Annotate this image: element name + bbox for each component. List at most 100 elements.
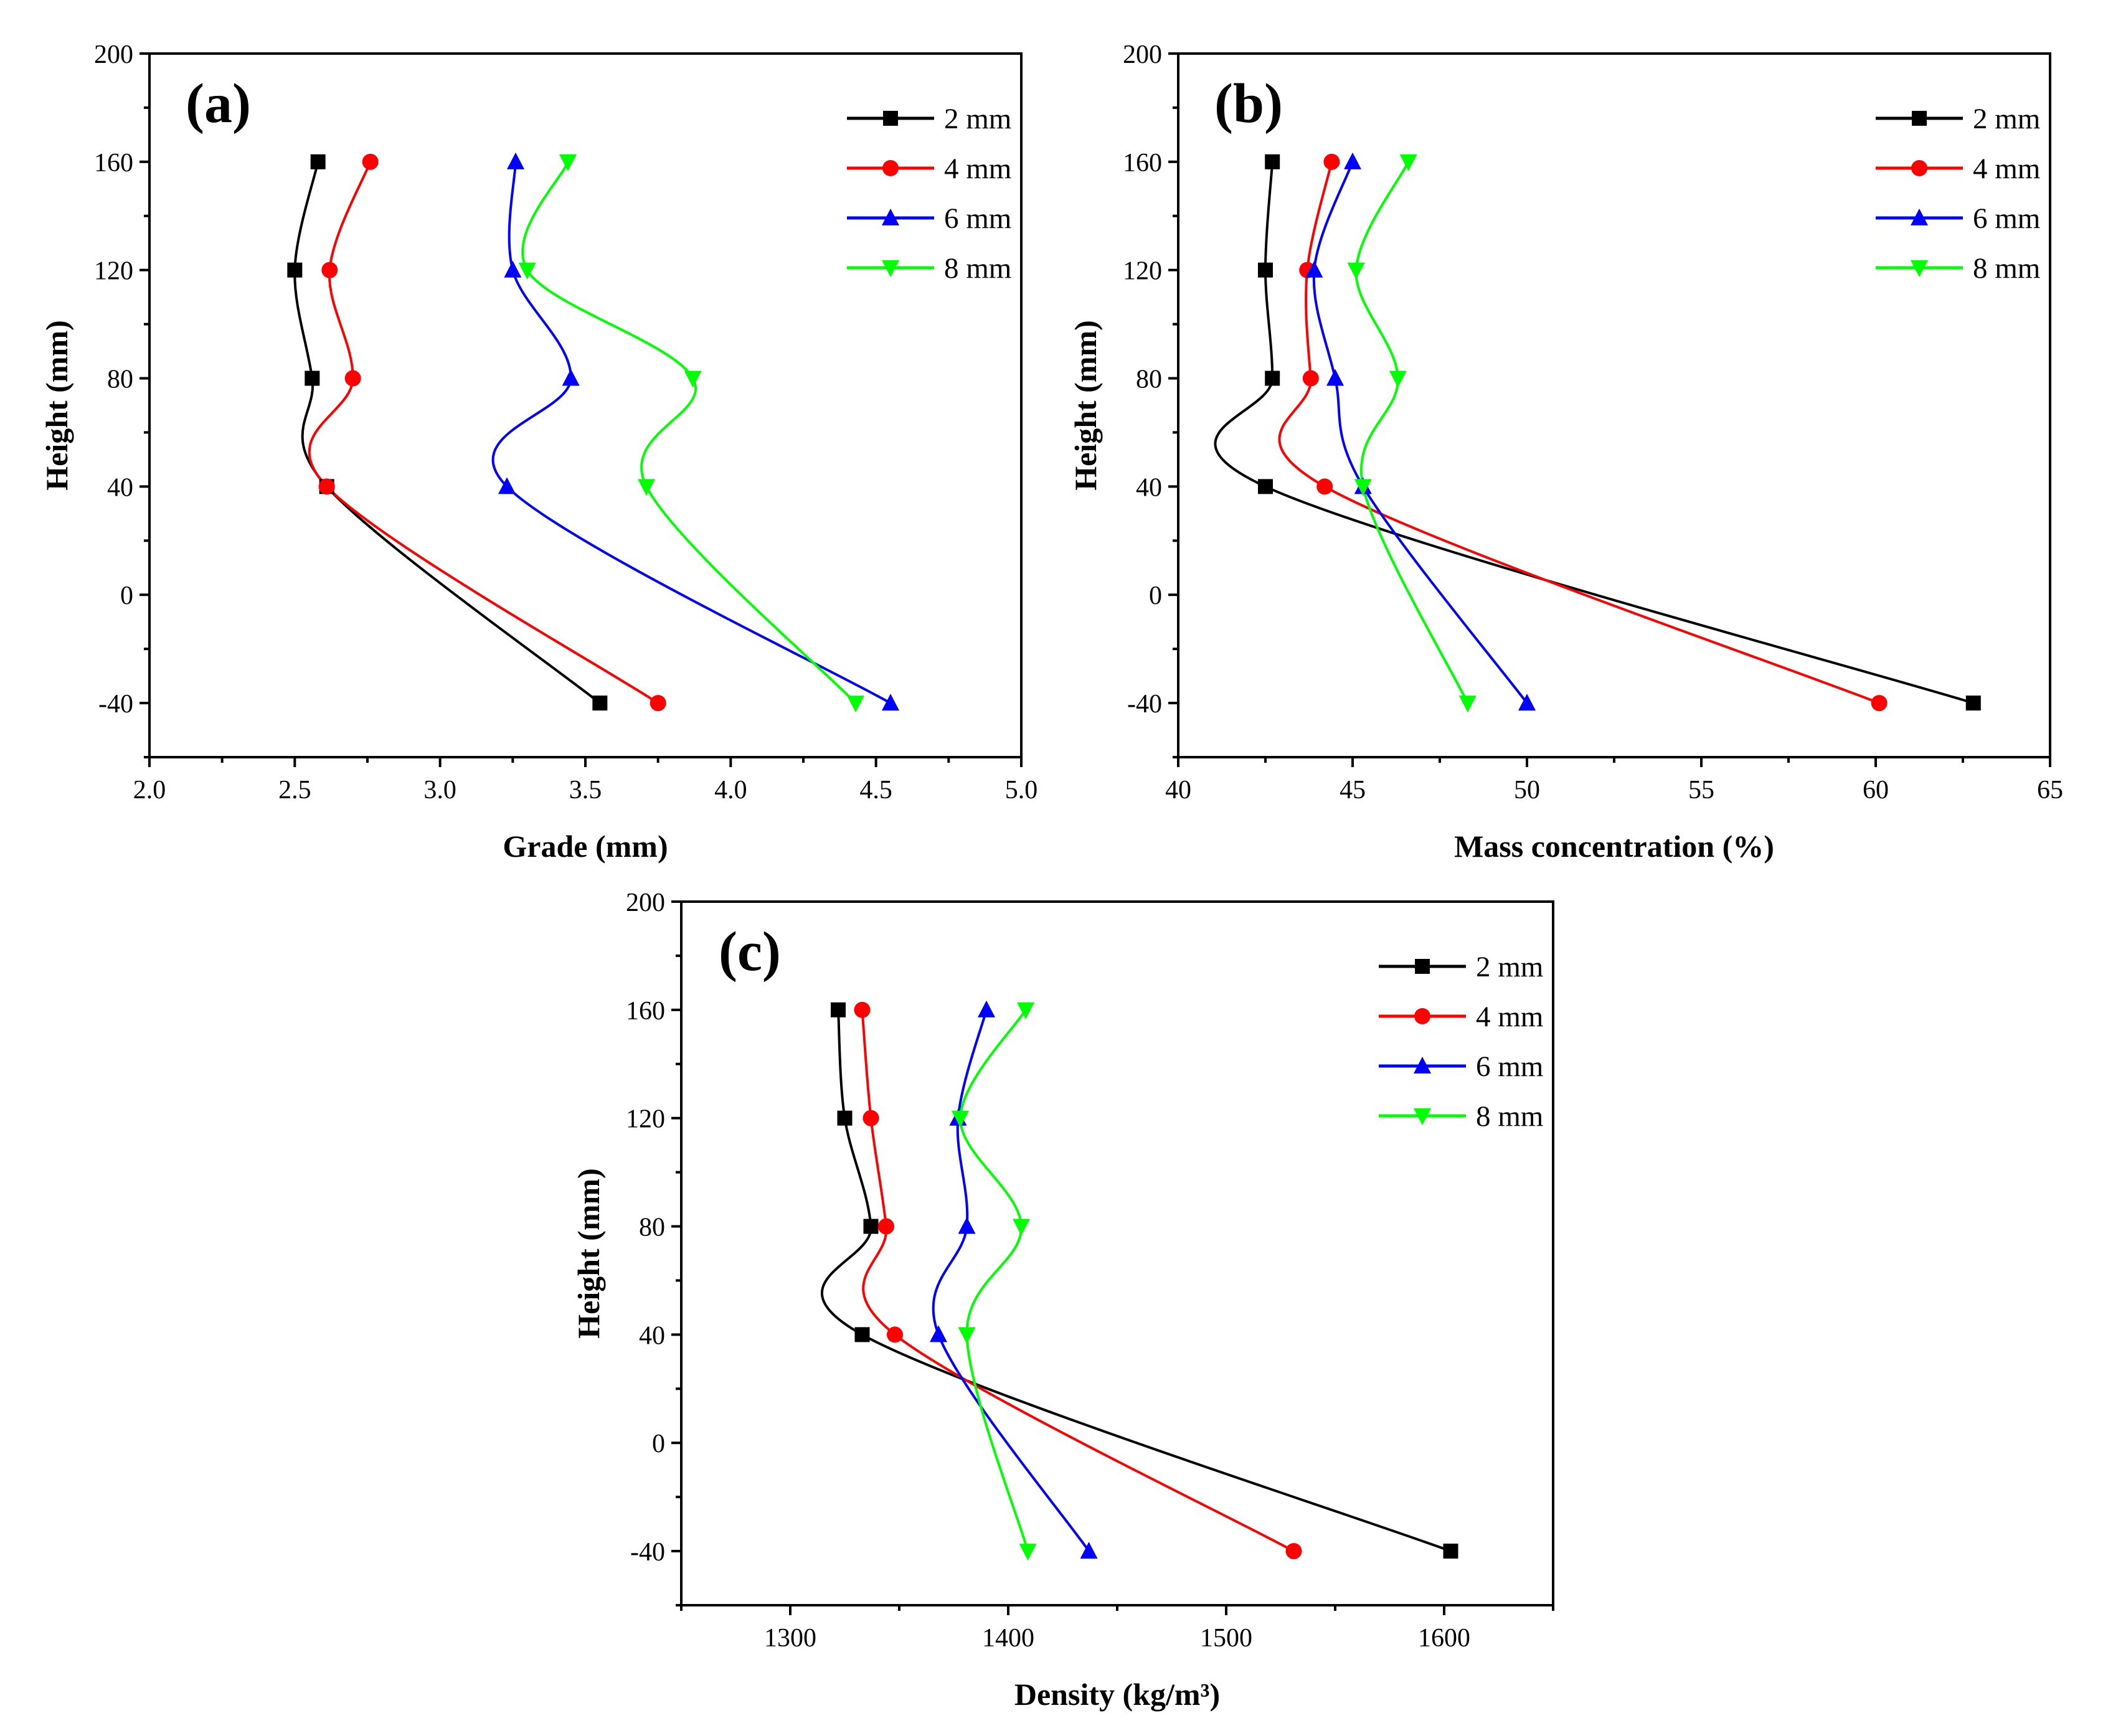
legend-marker: [1414, 1108, 1431, 1125]
series-curve: [1278, 161, 1880, 704]
data-point: [1258, 479, 1273, 494]
y-axis-label: Height (mm): [571, 1168, 606, 1339]
data-point: [1347, 262, 1365, 280]
data-point: [592, 696, 608, 711]
plot-frame: [148, 52, 1023, 758]
data-point: [1323, 153, 1340, 170]
y-tick-label: -40: [630, 1538, 665, 1567]
data-point: [1013, 1219, 1030, 1236]
legend-marker: [1912, 111, 1927, 126]
data-point: [318, 478, 335, 495]
legend: 2 mm 4 mm 6 mm 8 mm: [1379, 951, 1543, 1133]
series-curve: [521, 161, 857, 704]
legend-label: 6 mm: [1973, 202, 2040, 235]
data-point: [362, 153, 379, 170]
series-curve: [1354, 161, 1469, 704]
x-tick-label: 3.5: [569, 776, 602, 804]
legend-marker: [882, 260, 899, 277]
data-point: [507, 152, 524, 169]
series-curve: [293, 161, 601, 704]
legend-marker: [1415, 959, 1430, 974]
panel-label: (c): [719, 921, 781, 983]
series-curve: [308, 161, 659, 704]
data-point: [854, 1001, 871, 1018]
series-curve: [1312, 161, 1528, 704]
plot-frame: [1177, 52, 2051, 758]
data-point: [1265, 154, 1280, 169]
data-point: [1518, 694, 1536, 711]
y-tick-label: 200: [94, 40, 133, 69]
y-tick-label: 0: [652, 1430, 665, 1458]
data-point: [837, 1110, 853, 1126]
y-tick-label: 200: [626, 889, 665, 917]
legend-label: 8 mm: [1476, 1100, 1543, 1133]
y-tick-label: 40: [107, 473, 133, 502]
y-tick-label: 160: [94, 149, 133, 177]
data-point: [344, 370, 361, 387]
y-tick-label: 120: [626, 1105, 665, 1134]
data-point: [958, 1217, 976, 1234]
y-axis-label: Height (mm): [39, 320, 74, 491]
data-point: [847, 696, 864, 713]
series-curve: [958, 1009, 1029, 1552]
x-tick-label: 1500: [1200, 1624, 1252, 1653]
x-tick-label: 5.0: [1005, 776, 1038, 804]
x-tick-label: 2.0: [133, 776, 166, 804]
y-tick-label: 80: [107, 366, 133, 394]
data-point: [638, 479, 655, 496]
data-point: [1285, 1543, 1302, 1560]
legend-label: 8 mm: [1973, 252, 2040, 285]
x-tick-label: 65: [2037, 776, 2063, 804]
panel-label: (b): [1214, 73, 1283, 134]
legend-label: 6 mm: [1476, 1050, 1543, 1083]
panel-label: (a): [186, 73, 251, 134]
legend-label: 4 mm: [944, 153, 1011, 185]
data-point: [1080, 1542, 1098, 1559]
data-point: [1316, 478, 1333, 495]
data-point: [650, 695, 666, 712]
data-point: [863, 1219, 879, 1234]
series-curve: [932, 1009, 1090, 1552]
data-point: [930, 1325, 947, 1342]
y-tick-label: -40: [1127, 690, 1162, 719]
data-point: [1458, 696, 1477, 713]
data-point: [952, 1110, 969, 1128]
y-tick-label: 80: [639, 1214, 665, 1242]
y-tick-label: 200: [1123, 40, 1162, 69]
data-point: [887, 1326, 903, 1343]
data-point: [862, 1110, 879, 1126]
data-point: [854, 1327, 870, 1342]
y-tick-label: -40: [98, 690, 133, 719]
legend-marker: [1911, 160, 1927, 176]
data-point: [1399, 154, 1417, 171]
x-axis-label: Mass concentration (%): [1454, 829, 1774, 864]
plot-frame: [680, 900, 1554, 1606]
x-tick-label: 60: [1863, 776, 1889, 804]
y-tick-label: 80: [1136, 366, 1162, 394]
data-point: [305, 370, 320, 386]
legend-label: 2 mm: [944, 103, 1011, 135]
data-point: [1017, 1002, 1034, 1019]
data-point: [878, 1218, 894, 1235]
x-tick-label: 4.5: [859, 776, 892, 804]
data-point: [1326, 369, 1344, 386]
legend-label: 8 mm: [944, 252, 1011, 285]
x-tick-label: 40: [1165, 776, 1191, 804]
legend-marker: [1414, 1057, 1431, 1073]
x-tick-label: 55: [1688, 776, 1714, 804]
data-point: [1265, 370, 1280, 386]
data-point: [882, 694, 899, 711]
x-axis-label: Density (kg/m³): [1014, 1677, 1220, 1712]
legend: 2 mm 4 mm 6 mm 8 mm: [1876, 103, 2040, 285]
data-point: [518, 262, 536, 280]
y-tick-label: 0: [120, 582, 133, 610]
data-point: [1302, 370, 1319, 387]
legend-label: 4 mm: [1476, 1001, 1543, 1033]
data-point: [1305, 260, 1323, 278]
y-axis-label: Height (mm): [1068, 320, 1103, 491]
x-tick-label: 1300: [764, 1624, 816, 1653]
y-tick-label: 120: [1123, 257, 1162, 286]
data-point: [831, 1002, 846, 1017]
x-tick-label: 1400: [982, 1624, 1034, 1653]
